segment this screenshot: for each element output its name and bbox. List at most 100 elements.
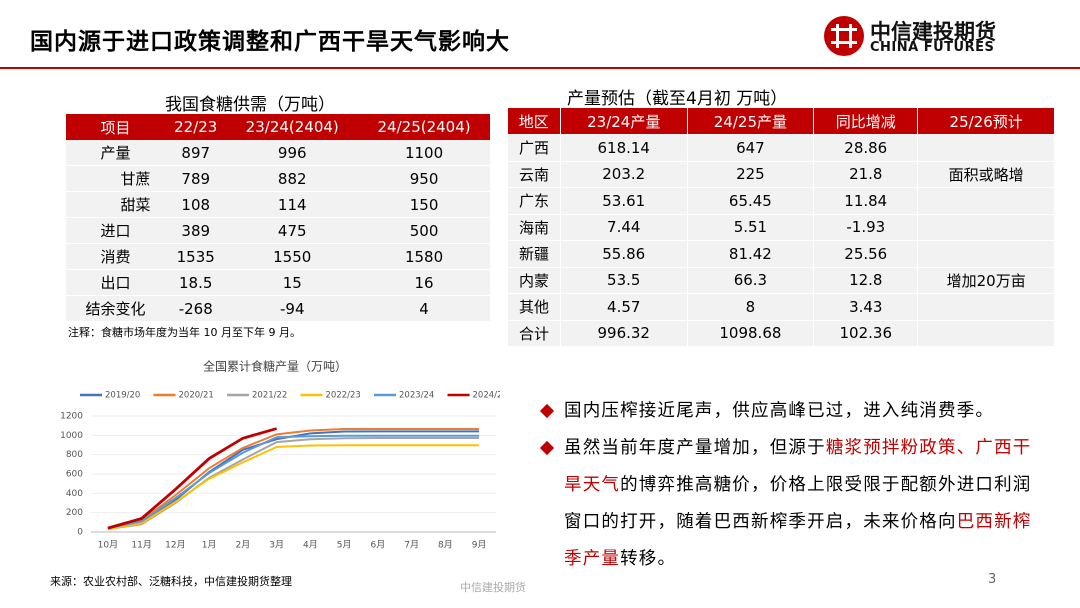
table-cell: 28.86 bbox=[813, 134, 919, 162]
x-tick-label: 7月 bbox=[404, 540, 419, 551]
table-cell bbox=[917, 319, 1055, 347]
bullet-text: 巴西新榨季产量 bbox=[564, 512, 1032, 569]
table-cell: 甜菜 bbox=[66, 191, 166, 218]
table-cell: 甘蔗 bbox=[66, 165, 166, 192]
table-cell: 其他 bbox=[507, 293, 561, 321]
column-header: 24/25产量 bbox=[687, 108, 815, 135]
table-title: 我国食糖供需（万吨） bbox=[165, 95, 335, 115]
page-number: 3 bbox=[988, 572, 997, 587]
supply-table: 项目 22/23 23/24(2404) 24/25(2404) 产量 897 996 110… bbox=[66, 114, 490, 322]
line-chart: 全国累计食糖产量（万吨） 0 200 400 600 800 1000 1200 10月 11月… bbox=[60, 359, 501, 551]
table-cell bbox=[917, 293, 1055, 321]
table-cell: 8 bbox=[686, 293, 815, 321]
table-cell: 15 bbox=[226, 269, 359, 296]
table-cell: 225 bbox=[686, 160, 815, 188]
forecast-table: 地区 23/24产量 24/25产量 同比增减 25/26预计 广西 618.14 647 28… bbox=[507, 108, 1055, 347]
x-tick-label: 9月 bbox=[472, 540, 487, 551]
table-cell: 广东 bbox=[507, 187, 561, 215]
slide-title: 国内源于进口政策调整和广西干旱天气影响大 bbox=[30, 29, 510, 55]
table-row: 甘蔗 789 882 950 bbox=[66, 165, 490, 192]
table-cell: 1550 bbox=[226, 243, 359, 270]
table-cell: 16 bbox=[358, 269, 490, 296]
series-line bbox=[107, 427, 480, 530]
table-cell: 55.86 bbox=[559, 240, 688, 268]
table-cell: -94 bbox=[226, 295, 359, 322]
table-cell bbox=[917, 187, 1055, 215]
x-tick-label: 4月 bbox=[303, 540, 318, 551]
legend-label: 2020/21 bbox=[179, 391, 214, 401]
table-cell: 53.5 bbox=[559, 266, 688, 294]
table-cell: 出口 bbox=[66, 269, 166, 296]
table-cell: 25.56 bbox=[813, 240, 919, 268]
table-cell: 500 bbox=[358, 217, 490, 244]
table-cell: 产量 bbox=[66, 140, 166, 166]
table-cell: 203.2 bbox=[559, 160, 688, 188]
series-line bbox=[107, 434, 480, 530]
table-cell: 389 bbox=[165, 217, 227, 244]
y-tick-label: 600 bbox=[66, 470, 83, 480]
logo-text-en: CHINA FUTURES bbox=[870, 40, 995, 55]
x-tick-label: 11月 bbox=[131, 540, 151, 551]
table-cell: -1.93 bbox=[813, 213, 919, 241]
series-line bbox=[107, 427, 278, 530]
table-cell: 996.32 bbox=[559, 319, 688, 347]
legend-label: 2024/25 bbox=[473, 391, 501, 401]
table-cell: 结余变化 bbox=[66, 295, 166, 322]
table-cell: 897 bbox=[165, 140, 227, 166]
bullet-text: 虽然当前年度产量增加，但源于 bbox=[564, 438, 826, 458]
table-cell: 合计 bbox=[507, 319, 561, 347]
chart-title: 全国累计食糖产量（万吨） bbox=[203, 359, 347, 374]
y-tick-label: 1200 bbox=[60, 412, 83, 422]
x-tick-label: 12月 bbox=[165, 540, 185, 551]
table-cell: 面积或略增 bbox=[917, 160, 1055, 188]
column-header: 24/25(2404) bbox=[358, 114, 490, 140]
bullet-text: 转移。 bbox=[620, 549, 677, 569]
bullet-text: 国内压榨接近尾声，供应高峰已过，进入纯消费季。 bbox=[564, 401, 995, 421]
table-cell: 66.3 bbox=[686, 266, 815, 294]
table-cell: 65.45 bbox=[686, 187, 815, 215]
table-cell: 增加20万亩 bbox=[917, 266, 1055, 294]
x-tick-label: 5月 bbox=[337, 540, 352, 551]
table-row: 进口 389 475 500 bbox=[66, 217, 490, 244]
column-header: 项目 bbox=[66, 114, 166, 140]
table-row: 新疆 55.86 81.42 25.56 bbox=[507, 240, 1055, 268]
x-tick-label: 2月 bbox=[236, 540, 251, 551]
x-tick-label: 10月 bbox=[98, 540, 118, 551]
header-row: 项目 22/23 23/24(2404) 24/25(2404) bbox=[66, 114, 490, 140]
table-cell: 1100 bbox=[358, 140, 490, 166]
legend-label: 2019/20 bbox=[105, 391, 140, 401]
column-header: 23/24(2404) bbox=[226, 114, 359, 140]
table-cell: 消费 bbox=[66, 243, 166, 270]
y-tick-label: 200 bbox=[66, 508, 83, 518]
table-cell: 新疆 bbox=[507, 240, 561, 268]
table-cell: 海南 bbox=[507, 213, 561, 241]
x-tick-label: 6月 bbox=[371, 540, 386, 551]
table-cell: 108 bbox=[165, 191, 227, 218]
table-cell bbox=[917, 240, 1055, 268]
y-tick-label: 0 bbox=[77, 528, 83, 538]
table-row: 甜菜 108 114 150 bbox=[66, 191, 490, 218]
table-cell: 进口 bbox=[66, 217, 166, 244]
table-title: 产量预估（截至4月初 万吨） bbox=[567, 89, 788, 109]
table-cell: 5.51 bbox=[686, 213, 815, 241]
table-row: 广西 618.14 647 28.86 bbox=[507, 134, 1055, 162]
legend-label: 2022/23 bbox=[326, 391, 361, 401]
table-note: 注释：食糖市场年度为当年 10 月至下年 9 月。 bbox=[68, 326, 301, 339]
table-cell: 云南 bbox=[507, 160, 561, 188]
series-line bbox=[107, 444, 480, 531]
table-row: 出口 18.5 15 16 bbox=[66, 269, 490, 296]
column-header: 同比增减 bbox=[813, 108, 919, 135]
x-tick-label: 3月 bbox=[269, 540, 284, 551]
bullet: 国内压榨接近尾声，供应高峰已过，进入纯消费季。 bbox=[540, 393, 1038, 430]
logo-text: 中信建投期货 bbox=[870, 20, 996, 44]
table-cell: 81.42 bbox=[686, 240, 815, 268]
column-header: 25/26预计 bbox=[917, 108, 1055, 135]
table-cell: 4.57 bbox=[559, 293, 688, 321]
series-line bbox=[107, 437, 480, 531]
table-cell: -268 bbox=[165, 295, 227, 322]
table-row: 合计 996.32 1098.68 102.36 bbox=[507, 319, 1055, 347]
x-tick-label: 8月 bbox=[438, 540, 453, 551]
header-rule bbox=[0, 67, 1080, 69]
y-tick-label: 1000 bbox=[60, 431, 83, 441]
